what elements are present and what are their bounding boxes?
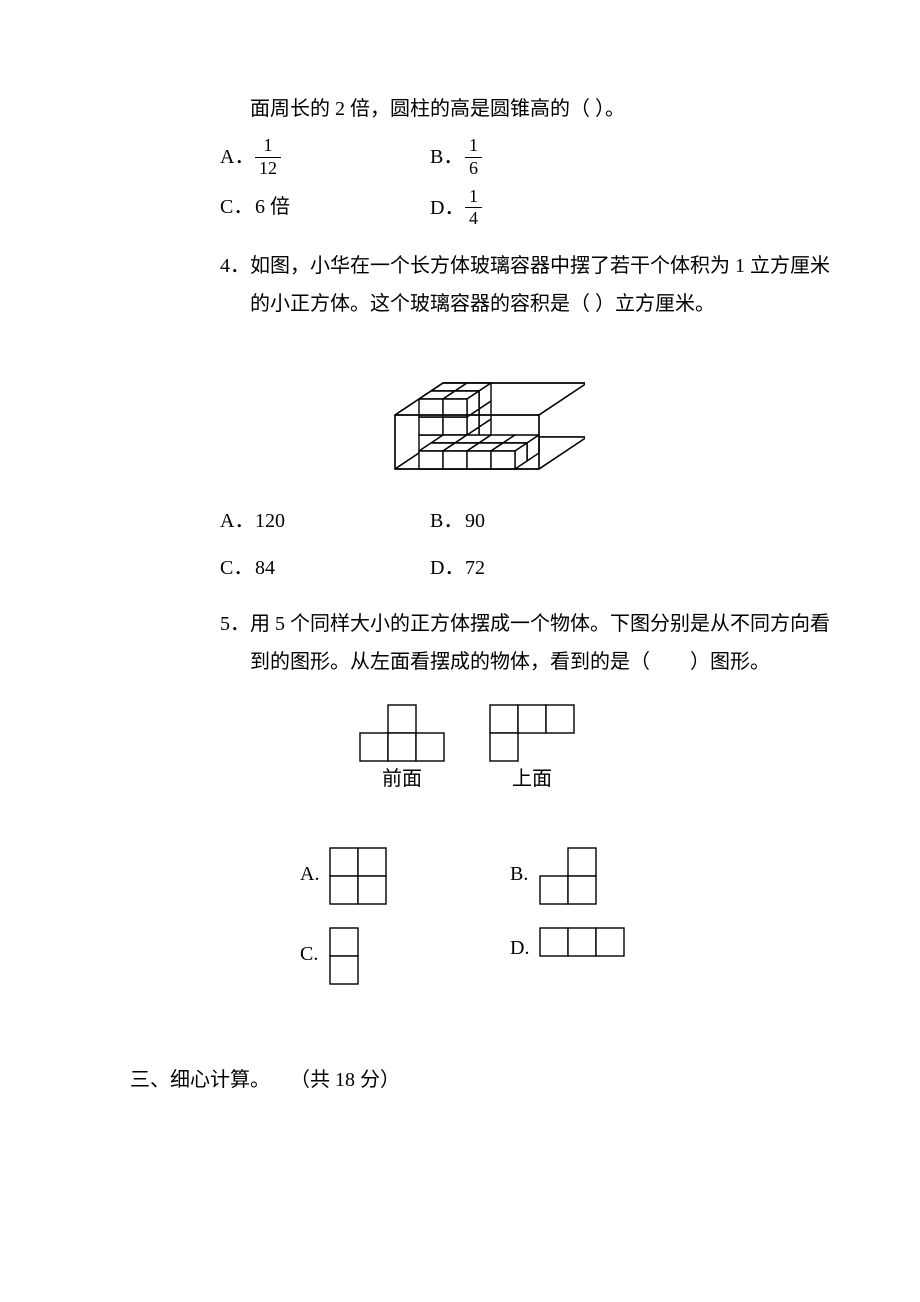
fraction: 1 4 <box>465 187 482 230</box>
q4-option-a: A． 120 <box>220 500 430 539</box>
svg-text:B.: B. <box>510 863 528 885</box>
opt-label: C． <box>220 549 250 587</box>
opt-text: 120 <box>255 502 285 540</box>
cuboid-container-icon <box>375 337 585 477</box>
q4-stem: 4．如图，小华在一个长方体玻璃容器中摆了若干个体积为 1 立方厘米的小正方体。这… <box>220 247 830 323</box>
q3-option-b: B． 1 6 <box>430 136 640 179</box>
opt-label: B． <box>430 502 460 540</box>
fraction-num: 1 <box>465 136 482 157</box>
fraction-den: 4 <box>465 207 482 229</box>
fraction: 1 12 <box>255 136 281 179</box>
opt-text: 84 <box>255 549 275 587</box>
opt-text: 6 倍 <box>255 188 290 226</box>
opt-label: D． <box>430 549 460 587</box>
section3-heading: 三、细心计算。 （共 18 分） <box>130 1061 830 1099</box>
opt-label: A． <box>220 502 250 540</box>
q4-option-b: B． 90 <box>430 500 640 539</box>
q4-options-row1: A． 120 B． 90 <box>220 500 830 539</box>
q3-options-row1: A． 1 12 B． 1 6 <box>220 136 830 179</box>
q5-stem: 5．用 5 个同样大小的正方体摆成一个物体。下图分别是从不同方向看到的图形。从左… <box>220 605 830 681</box>
options-shapes-icon: A. B. C. D. <box>270 838 690 998</box>
opt-label: B． <box>430 138 460 176</box>
q3-tail-line: 面周长的 2 倍，圆柱的高是圆锥高的（ ）。 <box>220 90 830 128</box>
fraction-num: 1 <box>465 187 482 208</box>
q5-options-figure: A. B. C. D. <box>130 838 830 1011</box>
svg-text:A.: A. <box>300 863 319 885</box>
q4-options-row2: C． 84 D． 72 <box>220 548 830 587</box>
opt-label: A． <box>220 138 250 176</box>
svg-text:上面: 上面 <box>512 767 552 790</box>
svg-text:C.: C. <box>300 943 318 965</box>
q3-option-c: C． 6 倍 <box>220 187 430 230</box>
fraction-num: 1 <box>255 136 281 157</box>
svg-text:D.: D. <box>510 937 529 959</box>
fraction-den: 12 <box>255 157 281 179</box>
fraction-den: 6 <box>465 157 482 179</box>
q4-option-d: D． 72 <box>430 548 640 587</box>
svg-text:前面: 前面 <box>382 767 422 790</box>
opt-text: 90 <box>465 502 485 540</box>
q3-option-a: A． 1 12 <box>220 136 430 179</box>
fraction: 1 6 <box>465 136 482 179</box>
q4-option-c: C． 84 <box>220 548 430 587</box>
opt-label: C． <box>220 188 250 226</box>
q3-options-row2: C． 6 倍 D． 1 4 <box>220 187 830 230</box>
q5-views-figure: 前面 上面 <box>130 695 830 828</box>
views-icon: 前面 上面 <box>330 695 630 815</box>
q4-figure <box>130 337 830 490</box>
opt-label: D． <box>430 189 460 227</box>
q3-option-d: D． 1 4 <box>430 187 640 230</box>
opt-text: 72 <box>465 549 485 587</box>
